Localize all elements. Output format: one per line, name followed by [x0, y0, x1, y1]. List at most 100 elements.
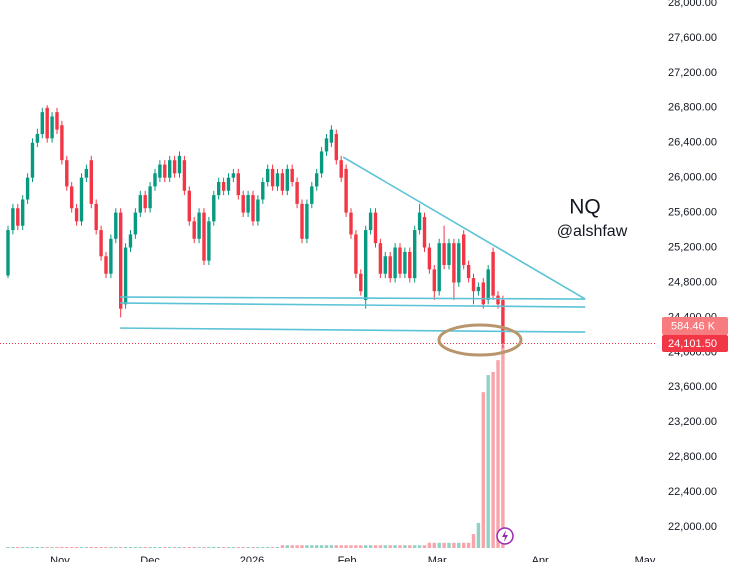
candle-body: [89, 160, 93, 204]
trendline-layer: [0, 156, 655, 344]
candle-body: [16, 208, 20, 226]
volume-bar: [368, 545, 373, 548]
candle-body: [212, 195, 216, 222]
y-tick-label: 26,000.00: [668, 172, 717, 184]
volume-bar: [339, 545, 343, 548]
candle-body: [412, 230, 417, 279]
trendline: [120, 296, 586, 300]
volume-bar: [427, 542, 432, 548]
volume-bar: [25, 546, 30, 548]
candle-body: [491, 251, 495, 296]
volume-bar: [94, 546, 98, 548]
volume-bar: [452, 542, 456, 548]
volume-bar: [236, 546, 240, 548]
y-tick-label: 27,600.00: [668, 32, 717, 44]
volume-bar: [349, 545, 353, 548]
candle-body: [123, 247, 128, 305]
y-tick-label: 26,800.00: [668, 102, 717, 114]
volume-bar: [167, 546, 172, 548]
x-tick-label: Apr: [532, 555, 549, 562]
y-tick-label: 22,000.00: [668, 521, 717, 533]
volume-bar: [501, 344, 505, 548]
volume-bar: [334, 545, 338, 548]
candle-body: [55, 112, 59, 130]
candle-body: [25, 177, 30, 200]
volume-bar: [329, 545, 334, 548]
volume-bar: [447, 542, 451, 548]
volume-bar: [280, 545, 285, 548]
volume-bar: [246, 546, 250, 548]
volume-bar: [231, 546, 236, 548]
volume-bar: [69, 546, 74, 548]
volume-bar: [496, 360, 500, 548]
volume-bar: [241, 546, 245, 548]
volume-bar: [383, 545, 387, 548]
volume-bar: [319, 545, 324, 548]
candle-body: [261, 182, 265, 200]
candle-body: [290, 168, 294, 183]
candle-body: [461, 234, 466, 266]
volume-bar: [314, 545, 319, 548]
candle-body: [104, 256, 108, 274]
candle-body: [324, 138, 329, 152]
volume-bar: [182, 546, 187, 548]
candle-body: [305, 203, 309, 239]
candle-body: [163, 164, 167, 178]
volume-bar: [11, 546, 15, 548]
candle-body: [344, 168, 348, 213]
candle-body: [221, 182, 226, 191]
candle-body: [432, 269, 436, 292]
volume-bar: [265, 546, 270, 548]
volume-bar: [128, 546, 133, 548]
volume-bar: [99, 546, 103, 548]
candle-body: [231, 173, 236, 178]
volume-bar: [79, 546, 84, 548]
candle-body: [422, 216, 427, 248]
candle-body: [403, 251, 407, 274]
candle-body: [35, 133, 40, 143]
volume-bar: [177, 546, 182, 548]
candle-body: [207, 221, 211, 261]
candle-body: [133, 212, 138, 235]
volume-bar: [437, 542, 441, 548]
volume-bar: [50, 546, 54, 548]
volume-bar: [359, 545, 363, 548]
candle-layer: [6, 105, 505, 348]
y-tick-label: 26,400.00: [668, 137, 717, 149]
volume-bar: [138, 546, 142, 548]
volume-bar: [432, 542, 436, 548]
volume-bar: [275, 546, 280, 548]
highlight-ellipse: [437, 323, 523, 357]
volume-bar: [378, 545, 383, 548]
y-tick-label: 23,600.00: [668, 381, 717, 393]
volume-bar: [118, 546, 123, 548]
candle-body: [295, 182, 299, 204]
volume-bar: [285, 545, 289, 548]
candle-body: [187, 190, 191, 222]
volume-bar: [256, 546, 260, 548]
volume-bar: [16, 546, 20, 548]
y-tick-label: 24,800.00: [668, 276, 717, 288]
candle-body: [182, 160, 187, 191]
candle-body: [378, 243, 383, 274]
volume-bar: [457, 542, 461, 548]
volume-bar: [491, 371, 495, 548]
candle-body: [285, 168, 289, 191]
candle-body: [158, 164, 162, 178]
volume-bar: [393, 545, 397, 548]
volume-bar: [65, 546, 69, 548]
candle-body: [6, 230, 10, 276]
candle-body: [79, 177, 84, 222]
candle-body: [94, 203, 98, 231]
candle-body: [427, 247, 432, 270]
volume-bar: [251, 546, 255, 548]
volume-bar: [398, 545, 402, 548]
candle-body: [11, 208, 15, 231]
candle-body: [354, 234, 358, 274]
price-label: 24,101.50: [668, 338, 717, 350]
y-tick-label: 27,200.00: [668, 67, 717, 79]
candle-body: [69, 186, 74, 209]
candle-body: [99, 230, 103, 257]
trendline: [120, 302, 586, 308]
volume-bar: [290, 545, 294, 548]
